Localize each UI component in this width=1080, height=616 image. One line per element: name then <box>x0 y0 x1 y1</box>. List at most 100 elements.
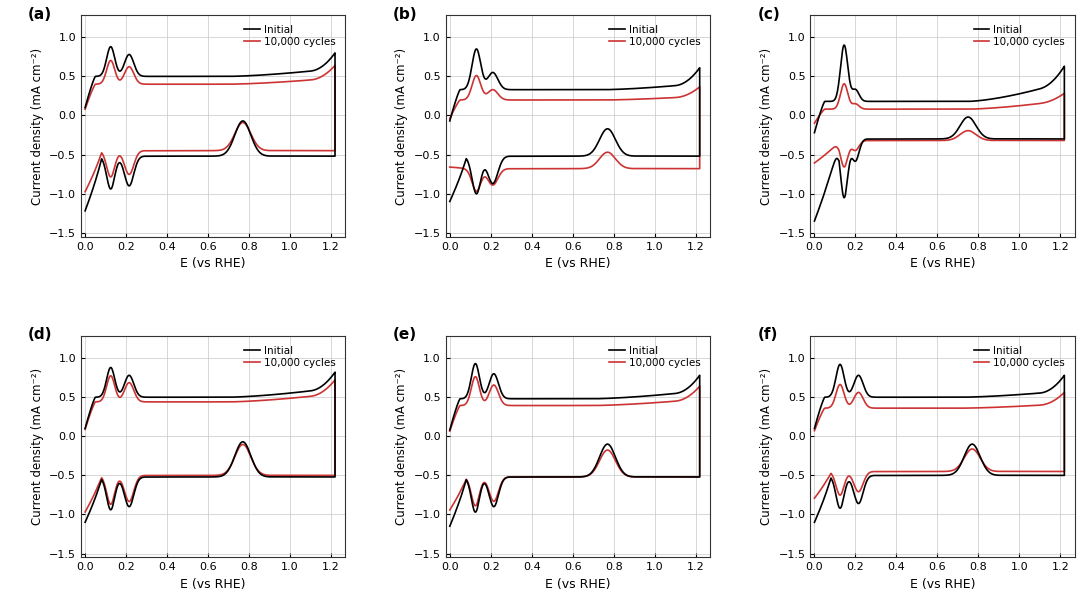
10,000 cycles <box>908 137 921 144</box>
10,000 cycles <box>79 508 92 516</box>
Initial <box>964 115 977 122</box>
10,000 cycles <box>834 381 847 388</box>
Line: Initial: Initial <box>449 49 700 201</box>
10,000 cycles <box>1029 100 1042 108</box>
Initial <box>104 364 117 371</box>
Initial <box>646 392 659 399</box>
10,000 cycles <box>664 94 677 102</box>
X-axis label: E (vs RHE): E (vs RHE) <box>180 257 246 270</box>
10,000 cycles <box>860 105 873 113</box>
Initial <box>188 473 201 480</box>
10,000 cycles <box>104 57 117 64</box>
Initial <box>282 389 295 397</box>
Initial <box>544 152 557 160</box>
Initial <box>443 426 456 434</box>
10,000 cycles <box>282 78 295 85</box>
Initial <box>1011 391 1024 399</box>
10,000 cycles <box>664 398 677 405</box>
10,000 cycles <box>79 105 92 113</box>
Line: 10,000 cycles: 10,000 cycles <box>85 60 335 192</box>
10,000 cycles <box>443 115 456 123</box>
10,000 cycles <box>837 80 850 87</box>
10,000 cycles <box>1011 403 1024 410</box>
10,000 cycles <box>188 147 201 155</box>
Legend: Initial, 10,000 cycles: Initial, 10,000 cycles <box>605 20 705 51</box>
Initial <box>544 473 557 480</box>
10,000 cycles <box>964 445 977 453</box>
Y-axis label: Current density (mA cm⁻²): Current density (mA cm⁻²) <box>760 47 773 205</box>
10,000 cycles <box>234 120 247 127</box>
X-axis label: E (vs RHE): E (vs RHE) <box>909 257 975 270</box>
Initial <box>1011 91 1024 98</box>
Line: Initial: Initial <box>814 365 1065 522</box>
X-axis label: E (vs RHE): E (vs RHE) <box>909 578 975 591</box>
10,000 cycles <box>495 396 508 403</box>
Initial <box>553 473 566 480</box>
Initial <box>808 425 821 432</box>
X-axis label: E (vs RHE): E (vs RHE) <box>545 578 610 591</box>
Initial <box>495 82 508 89</box>
10,000 cycles <box>179 147 192 155</box>
X-axis label: E (vs RHE): E (vs RHE) <box>545 257 610 270</box>
10,000 cycles <box>469 373 482 380</box>
10,000 cycles <box>443 428 456 435</box>
Y-axis label: Current density (mA cm⁻²): Current density (mA cm⁻²) <box>395 47 408 205</box>
10,000 cycles <box>1011 102 1024 110</box>
Legend: Initial, 10,000 cycles: Initial, 10,000 cycles <box>605 341 705 372</box>
Initial <box>646 84 659 91</box>
10,000 cycles <box>964 128 977 135</box>
Initial <box>808 519 821 526</box>
10,000 cycles <box>470 187 483 195</box>
Initial <box>964 441 977 448</box>
Initial <box>553 152 566 160</box>
Initial <box>79 104 92 111</box>
Initial <box>79 207 92 214</box>
Line: Initial: Initial <box>814 45 1065 221</box>
10,000 cycles <box>104 372 117 379</box>
Initial <box>131 67 144 75</box>
10,000 cycles <box>79 426 92 433</box>
10,000 cycles <box>646 399 659 407</box>
Initial <box>908 472 921 479</box>
Initial <box>469 360 482 367</box>
10,000 cycles <box>443 163 456 171</box>
Legend: Initial, 10,000 cycles: Initial, 10,000 cycles <box>970 341 1069 372</box>
Y-axis label: Current density (mA cm⁻²): Current density (mA cm⁻²) <box>30 368 43 525</box>
Initial <box>443 117 456 124</box>
10,000 cycles <box>918 468 931 475</box>
Initial <box>599 441 612 448</box>
Text: (a): (a) <box>28 7 52 22</box>
Legend: Initial, 10,000 cycles: Initial, 10,000 cycles <box>970 20 1069 51</box>
Y-axis label: Current density (mA cm⁻²): Current density (mA cm⁻²) <box>395 368 408 525</box>
10,000 cycles <box>299 76 312 84</box>
Initial <box>860 387 873 395</box>
10,000 cycles <box>808 427 821 434</box>
Text: (e): (e) <box>393 327 417 342</box>
Line: 10,000 cycles: 10,000 cycles <box>814 84 1065 167</box>
Initial <box>808 217 821 225</box>
Initial <box>1029 86 1042 94</box>
Initial <box>664 83 677 90</box>
Initial <box>470 45 483 52</box>
Initial <box>443 198 456 205</box>
10,000 cycles <box>599 447 612 454</box>
Text: (d): (d) <box>28 327 53 342</box>
Initial <box>179 473 192 480</box>
10,000 cycles <box>808 495 821 502</box>
Y-axis label: Current density (mA cm⁻²): Current density (mA cm⁻²) <box>760 368 773 525</box>
Initial <box>808 129 821 136</box>
Line: Initial: Initial <box>449 363 700 526</box>
10,000 cycles <box>131 393 144 400</box>
10,000 cycles <box>495 94 508 101</box>
Text: (f): (f) <box>757 327 778 342</box>
Initial <box>79 425 92 432</box>
Initial <box>918 136 931 143</box>
Y-axis label: Current density (mA cm⁻²): Current density (mA cm⁻²) <box>30 47 43 205</box>
10,000 cycles <box>443 506 456 514</box>
Initial <box>908 136 921 143</box>
Legend: Initial, 10,000 cycles: Initial, 10,000 cycles <box>240 20 340 51</box>
10,000 cycles <box>131 76 144 83</box>
Line: 10,000 cycles: 10,000 cycles <box>449 76 700 191</box>
10,000 cycles <box>599 149 612 156</box>
Initial <box>837 41 850 49</box>
